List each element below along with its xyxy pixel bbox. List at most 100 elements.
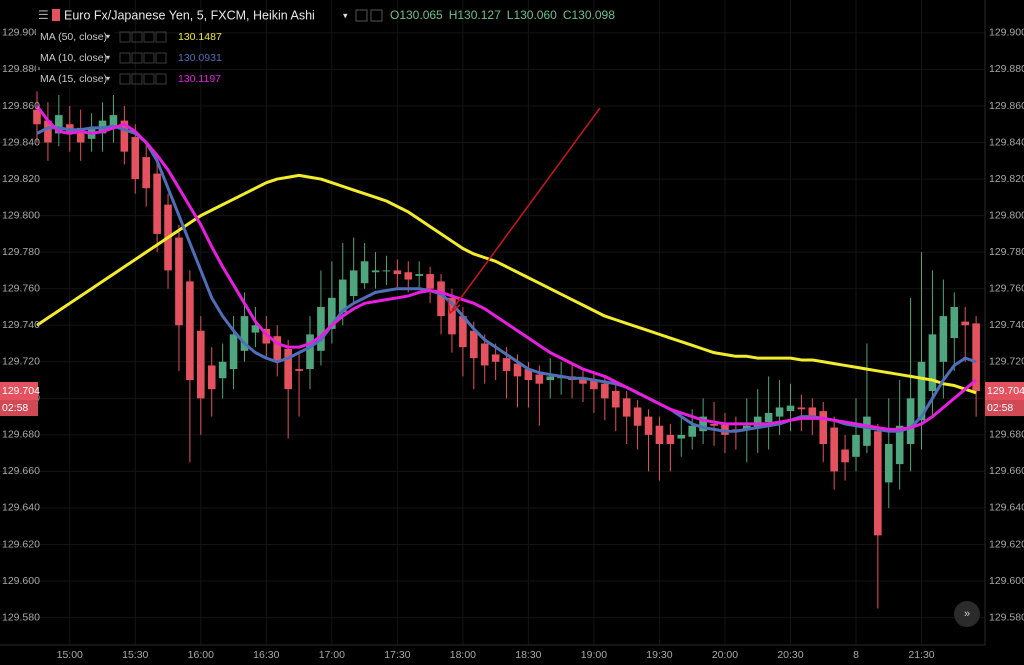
candle-body — [917, 361, 926, 421]
candle-body — [688, 425, 696, 437]
legend-icon[interactable] — [119, 52, 131, 64]
y-tick-label: 129.680 — [2, 429, 40, 441]
legend-icon[interactable] — [131, 31, 143, 43]
candle-body — [295, 369, 303, 371]
legend-icon[interactable] — [155, 73, 167, 85]
candle-body — [502, 358, 511, 371]
candle-body — [830, 427, 838, 472]
candle-body — [590, 380, 598, 390]
countdown-label: 02:58 — [2, 402, 28, 414]
y-tick-label: 129.900 — [989, 27, 1024, 39]
legend-box — [36, 28, 114, 46]
legend-icon[interactable] — [131, 52, 143, 64]
legend-icon[interactable] — [119, 31, 131, 43]
plot — [33, 91, 980, 609]
x-tick-label: 16:30 — [253, 649, 279, 660]
candle-body — [535, 374, 544, 384]
y-tick-label: 129.660 — [989, 465, 1024, 477]
candle-body — [284, 348, 292, 390]
grid — [0, 0, 985, 645]
candle-body — [601, 383, 609, 399]
price-tag — [985, 382, 1024, 401]
candle-body — [819, 411, 828, 445]
icon-box[interactable] — [355, 9, 368, 22]
y-tick-label: 129.740 — [2, 319, 40, 331]
dropdown[interactable]: ▾ — [343, 10, 348, 20]
y-tick-label: 129.820 — [2, 173, 40, 185]
candle-body — [961, 321, 969, 326]
candle-body — [513, 363, 522, 377]
candle-body — [863, 416, 871, 446]
legend-icon[interactable] — [155, 52, 167, 64]
candle-body — [775, 407, 784, 417]
legend-icon[interactable] — [155, 31, 167, 43]
candle-body — [175, 237, 183, 326]
y-tick-label: 129.660 — [2, 465, 40, 477]
symbol-title[interactable]: Euro Fx/Japanese Yen, 5, FXCM, Heikin As… — [64, 8, 315, 22]
candle-body — [874, 431, 882, 536]
y-tick-label: 129.880 — [989, 63, 1024, 75]
ma-line — [36, 173, 977, 395]
legend-icon[interactable] — [119, 73, 131, 85]
y-tick-label: 129.740 — [989, 319, 1024, 331]
legend-dropdown[interactable]: ▾ — [106, 53, 110, 62]
candle-body — [360, 261, 369, 284]
legend-dropdown[interactable]: ▾ — [106, 74, 110, 83]
candle-body — [229, 334, 238, 370]
candle-body — [491, 354, 500, 362]
y-tick-label: 129.860 — [2, 100, 40, 112]
candle-body — [393, 270, 402, 275]
y-tick-label: 129.760 — [989, 282, 1024, 294]
x-tick-label: 16:00 — [188, 649, 214, 660]
y-tick-label: 129.600 — [2, 575, 40, 587]
y-tick-label: 129.780 — [989, 246, 1024, 258]
scroll-button[interactable] — [954, 601, 980, 627]
candle-body — [76, 127, 85, 143]
x-tick-label: 19:00 — [581, 649, 607, 660]
scroll-button-icon[interactable]: » — [964, 608, 970, 620]
candle-body — [524, 369, 533, 381]
legend-name[interactable]: MA (10, close) — [40, 52, 107, 64]
candle-body — [459, 316, 467, 348]
y-tick-label: 129.680 — [989, 429, 1024, 441]
candle-body — [218, 361, 227, 379]
candle-body — [448, 297, 456, 335]
legend-icon[interactable] — [143, 31, 155, 43]
legend-icon[interactable] — [131, 73, 143, 85]
x-tick-label: 15:30 — [122, 649, 148, 660]
legend-name[interactable]: MA (15, close) — [40, 73, 107, 85]
legend-box — [36, 49, 114, 67]
y-tick-label: 129.780 — [2, 246, 40, 258]
candle-body — [328, 297, 336, 329]
y-tick-label: 129.840 — [2, 136, 40, 148]
candle-body — [884, 444, 893, 483]
menu-icon[interactable]: ☰ — [38, 8, 49, 22]
candle-body — [852, 434, 860, 457]
legend-dropdown[interactable]: ▾ — [106, 32, 110, 41]
ohlc-value: L130.060 — [507, 8, 557, 22]
candle-body — [251, 325, 260, 333]
candle-body — [928, 334, 937, 392]
x-tick-label: 21:30 — [908, 649, 934, 660]
axes: 129.900 129.900 129.880 129.880 129.860 129.8… — [0, 27, 1024, 661]
price-tag — [0, 382, 38, 401]
candle-body — [699, 416, 707, 432]
icon-box[interactable] — [370, 9, 383, 22]
countdown-tag — [0, 400, 38, 417]
legend-icon[interactable] — [143, 73, 155, 85]
ohlc: O130.065 H130.127 L130.060 C130.098 — [390, 8, 615, 22]
candle-body — [207, 365, 216, 390]
price-tag-label: 129.704 — [987, 385, 1024, 397]
legend-icon[interactable] — [143, 52, 155, 64]
legend-box — [36, 70, 114, 88]
ohlc-value: H130.127 — [449, 8, 501, 22]
candle-body — [426, 274, 434, 289]
legend-value: 130.1197 — [178, 73, 221, 85]
candle-body — [349, 270, 358, 297]
y-tick-label: 129.620 — [2, 538, 40, 550]
y-tick-label: 129.720 — [989, 356, 1024, 368]
legend-name[interactable]: MA (50, close) — [40, 31, 107, 43]
